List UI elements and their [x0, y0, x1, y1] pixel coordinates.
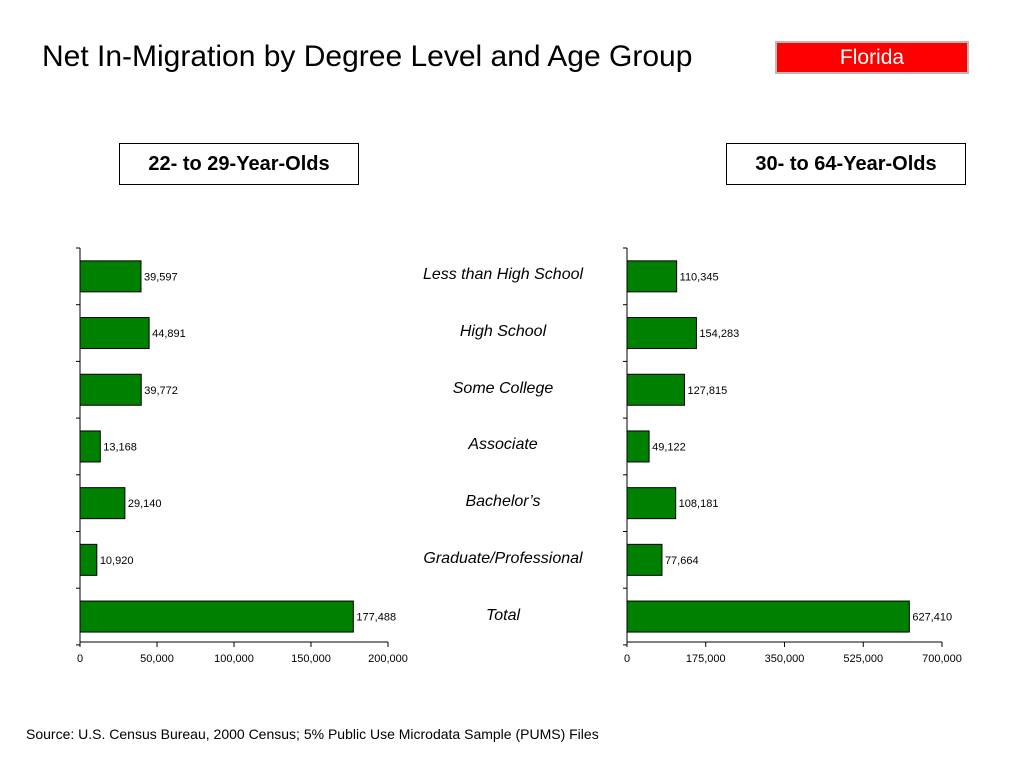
right-bar: [626, 260, 678, 293]
left-data-label: 39,772: [144, 385, 178, 397]
left-bar: [79, 317, 150, 350]
right-bar: [626, 373, 686, 406]
left-data-label: 44,891: [152, 328, 186, 340]
left-x-tick-label: 150,000: [291, 653, 331, 665]
category-label: Less than High School: [422, 266, 584, 284]
right-data-label: 49,122: [652, 441, 686, 453]
left-x-tick-label: 50,000: [140, 653, 174, 665]
left-data-label: 39,597: [144, 271, 178, 283]
left-panel-title: 22- to 29-Year-Olds: [119, 143, 359, 185]
left-bar: [79, 260, 142, 293]
left-data-label: 29,140: [128, 498, 162, 510]
left-bar: [79, 600, 354, 633]
left-x-tick-label: 200,000: [368, 653, 408, 665]
right-panel-title: 30- to 64-Year-Olds: [726, 143, 966, 185]
right-data-label: 77,664: [665, 555, 699, 567]
right-bar: [626, 487, 677, 520]
right-data-label: 108,181: [679, 498, 719, 510]
category-label: Associate: [468, 436, 538, 454]
right-x-tick-label: 0: [624, 653, 630, 665]
category-label: Graduate/Professional: [423, 549, 583, 567]
left-bar: [79, 487, 126, 520]
right-bar: [626, 543, 663, 576]
left-bar: [79, 373, 142, 406]
category-label: Bachelor’s: [465, 493, 541, 511]
left-bar: [79, 543, 98, 576]
right-x-tick-label: 175,000: [686, 653, 726, 665]
left-x-tick-label: 100,000: [214, 653, 254, 665]
right-bar: [626, 600, 910, 633]
left-data-label: 177,488: [356, 612, 396, 624]
right-x-tick-label: 350,000: [765, 653, 805, 665]
source-note: Source: U.S. Census Bureau, 2000 Census;…: [26, 726, 599, 742]
left-data-label: 13,168: [103, 441, 137, 453]
right-bar: [626, 317, 697, 350]
right-data-label: 627,410: [912, 612, 952, 624]
category-label: High School: [459, 323, 547, 341]
left-data-label: 10,920: [100, 555, 134, 567]
state-badge: Florida: [775, 41, 969, 74]
right-data-label: 110,345: [680, 271, 719, 283]
left-x-tick-label: 0: [77, 653, 83, 665]
right-data-label: 127,815: [688, 385, 728, 397]
category-label: Some College: [452, 379, 554, 397]
right-bar: [626, 430, 650, 463]
category-label: Total: [485, 606, 521, 624]
left-bar: [79, 430, 101, 463]
right-x-tick-label: 700,000: [922, 653, 962, 665]
page-title: Net In-Migration by Degree Level and Age…: [42, 40, 693, 73]
right-data-label: 154,283: [699, 328, 739, 340]
right-x-tick-label: 525,000: [843, 653, 883, 665]
